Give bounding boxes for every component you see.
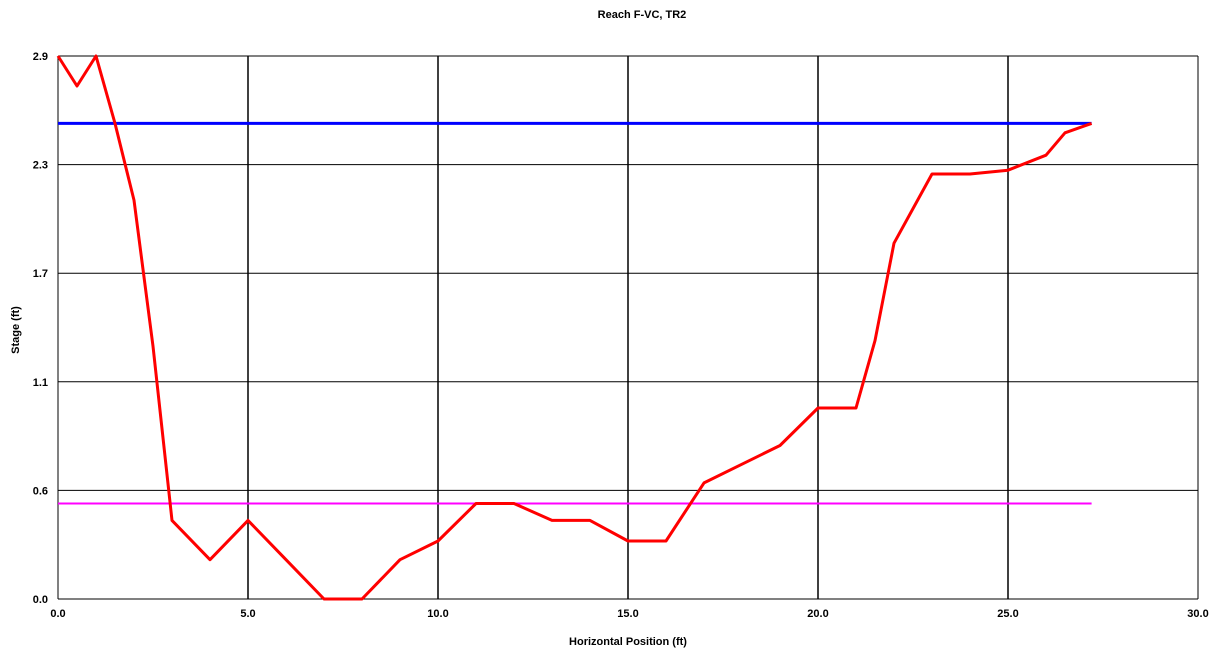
y-tick-label: 2.3 <box>33 160 48 172</box>
grid-layer <box>57 55 1199 600</box>
x-tick-label: 30.0 <box>1187 608 1208 620</box>
x-tick-label: 20.0 <box>807 608 828 620</box>
x-tick-label: 25.0 <box>997 608 1018 620</box>
y-axis-label: Stage (ft) <box>10 306 22 354</box>
x-tick-label: 0.0 <box>50 608 65 620</box>
y-tick-label: 2.9 <box>33 51 48 63</box>
y-tick-label: 0.0 <box>33 594 48 606</box>
series-line-2 <box>56 54 1093 601</box>
x-tick-label: 5.0 <box>240 608 255 620</box>
x-tick-label: 10.0 <box>427 608 448 620</box>
chart-title: Reach F-VC, TR2 <box>598 9 687 21</box>
y-tick-label: 0.6 <box>33 485 48 497</box>
y-tick-labels: 0.0 0.6 1.1 1.7 2.3 2.9 <box>33 51 48 606</box>
x-tick-labels: 0.0 5.0 10.0 15.0 20.0 25.0 30.0 <box>50 608 1208 620</box>
y-tick-label: 1.1 <box>33 377 48 389</box>
x-tick-label: 15.0 <box>617 608 638 620</box>
series-layer <box>56 54 1093 601</box>
x-axis-label: Horizontal Position (ft) <box>569 636 687 648</box>
y-tick-label: 1.7 <box>33 268 48 280</box>
